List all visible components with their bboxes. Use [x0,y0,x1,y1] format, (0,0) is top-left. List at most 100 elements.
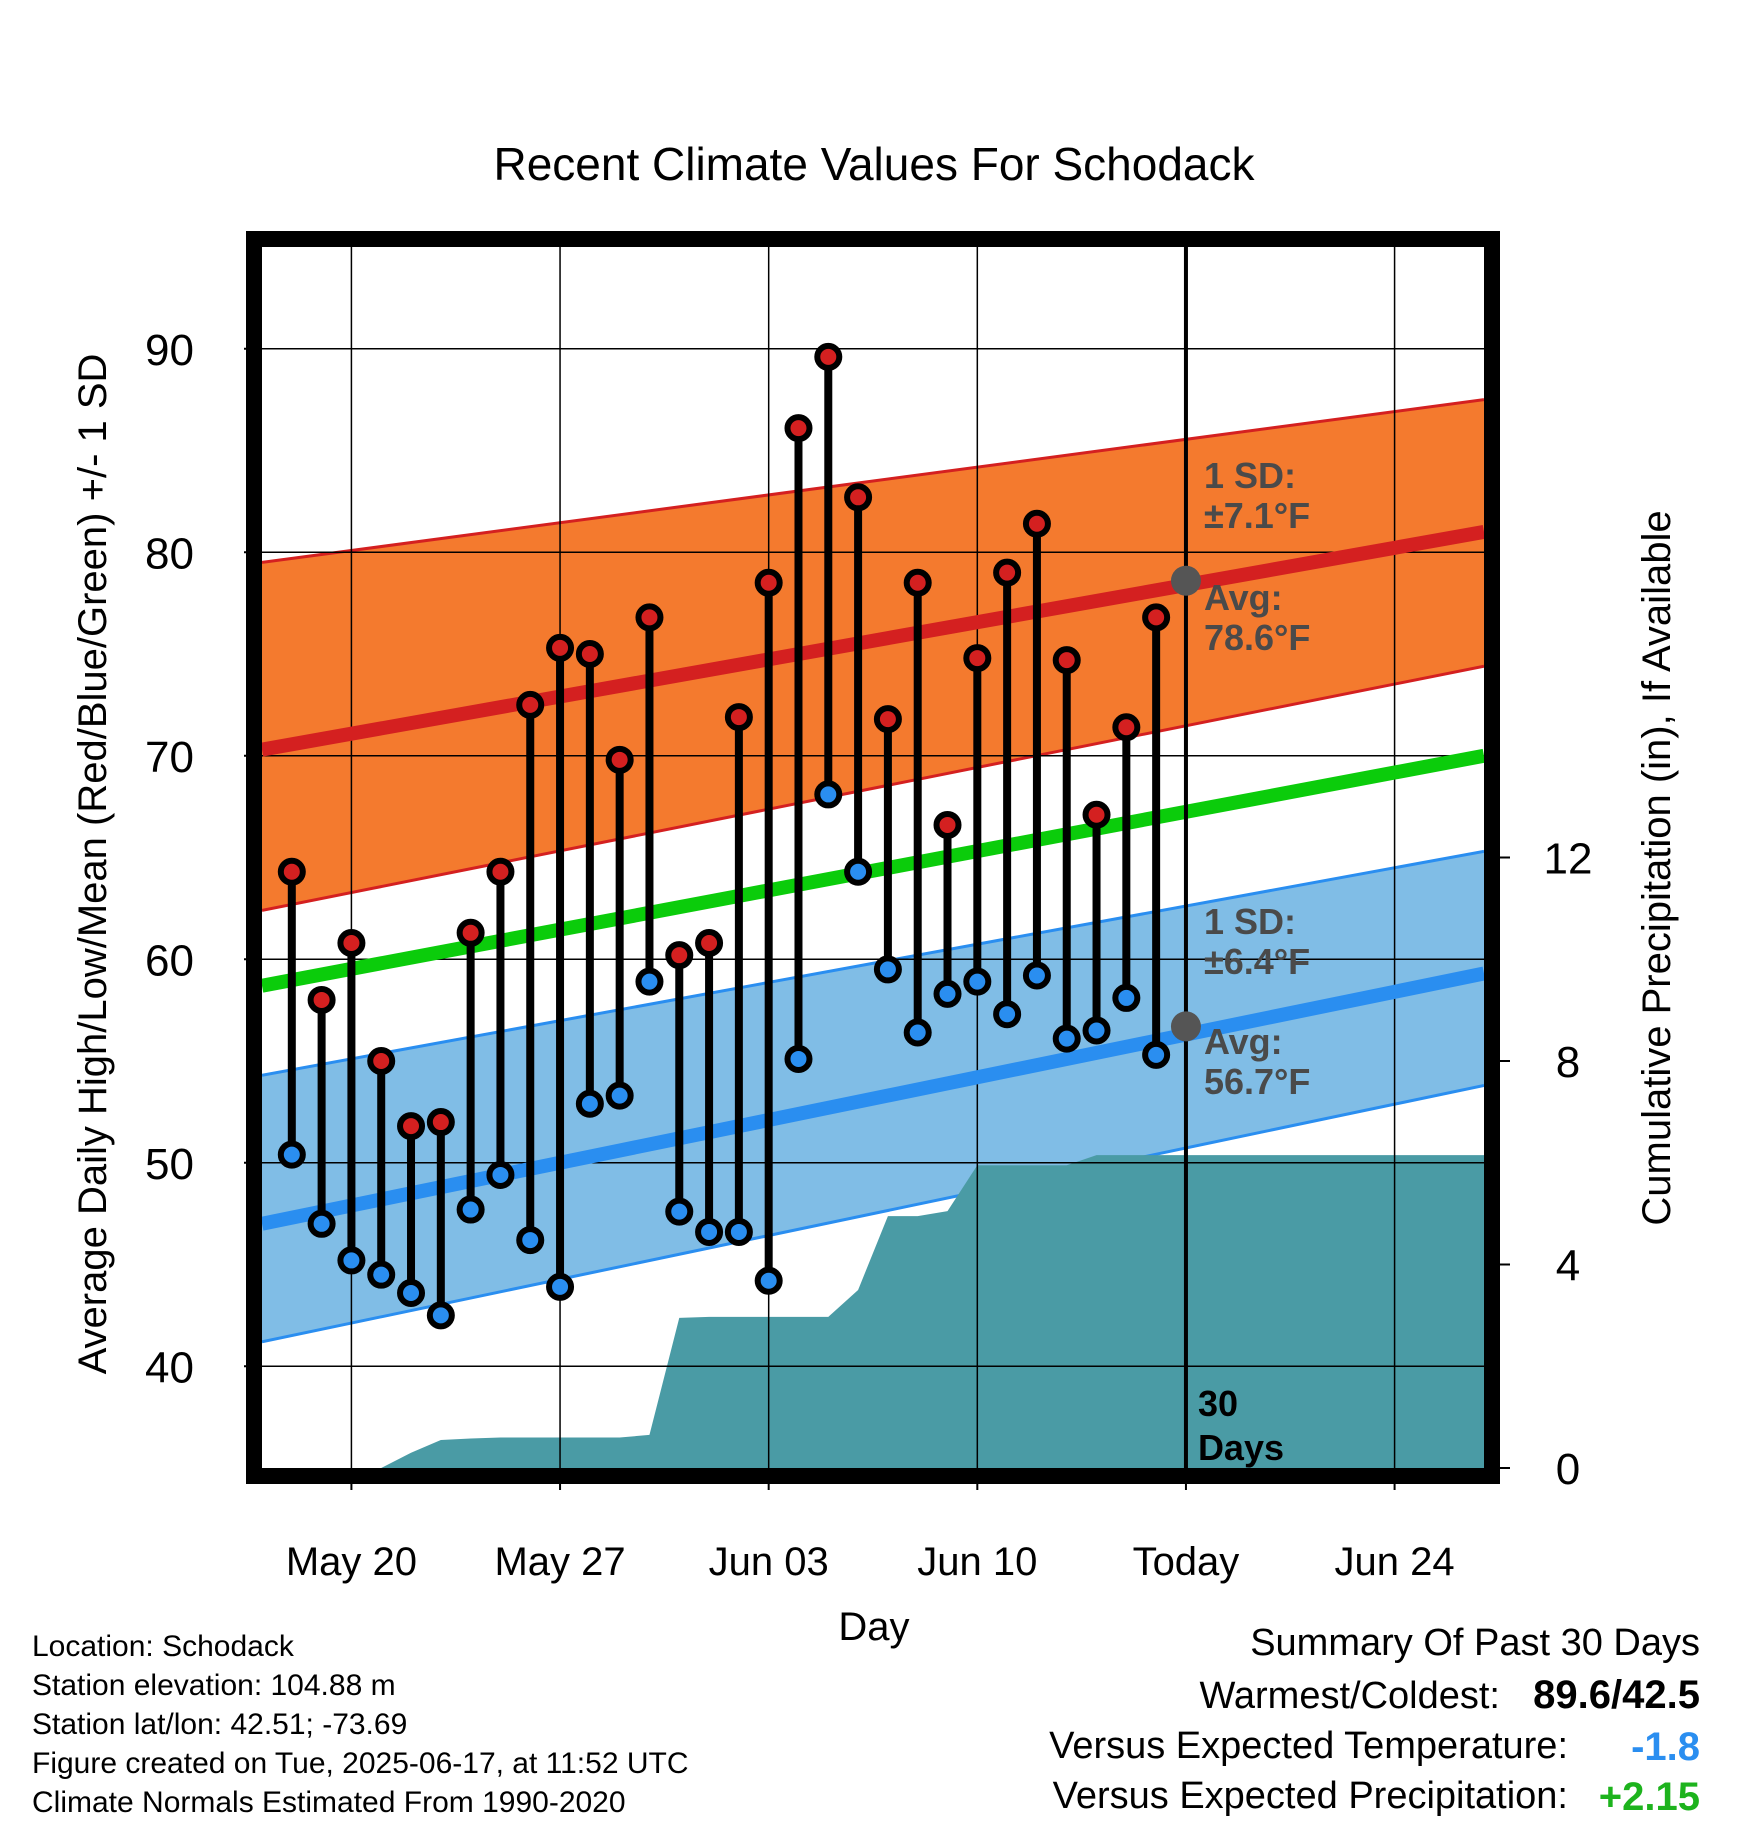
today-low-avg-marker [1170,1011,1201,1042]
y-tick-label: 90 [145,326,194,375]
x-axis-label: Day [838,1605,909,1649]
high-point [754,568,783,597]
high-point [665,941,694,970]
precip-area [262,1155,1484,1468]
low-sd-label: 1 SD: [1204,901,1296,942]
x-tick-label: Jun 03 [709,1540,829,1584]
precip-value: +2.15 [1599,1775,1700,1819]
high-point [844,483,873,512]
low-point [456,1195,485,1224]
temp-label: Versus Expected Temperature: [1049,1725,1568,1767]
high-avg-label: Avg: [1204,577,1283,618]
high-point [456,918,485,947]
low-point [486,1160,515,1189]
low-avg-value: 56.7°F [1204,1061,1310,1102]
high-point [605,745,634,774]
x-tick-label: Jun 24 [1335,1540,1455,1584]
days-count-word: Days [1198,1427,1284,1468]
low-point [873,955,902,984]
low-point [1052,1024,1081,1053]
low-point [1112,983,1141,1012]
high-point [1052,646,1081,675]
low-point [605,1081,634,1110]
y2-tick-label: 8 [1556,1038,1580,1087]
low-point [575,1089,604,1118]
low-point [754,1266,783,1295]
low-point [963,967,992,996]
high-point [933,810,962,839]
low-point [724,1217,753,1246]
low-upper-line [262,849,1484,1077]
high-point [307,985,336,1014]
low-point [665,1197,694,1226]
low-point [635,967,664,996]
low-point [844,857,873,886]
x-tick-label: May 20 [286,1540,417,1584]
high-point [695,928,724,957]
high-point [993,558,1022,587]
high-point [814,342,843,371]
low-point [903,1018,932,1047]
high-point [426,1108,455,1137]
y2-axis-label: Cumulative Precipitation (in), If Availa… [1635,510,1679,1225]
y-tick-label: 50 [145,1140,194,1189]
plot-content [262,247,1484,1468]
warm-cold-label: Warmest/Coldest: [1199,1675,1500,1717]
high-point [546,633,575,662]
low-point [933,979,962,1008]
created-text: Figure created on Tue, 2025-06-17, at 11… [32,1747,689,1780]
low-point [784,1044,813,1073]
high-point [724,703,753,732]
low-sd-value: ±6.4°F [1204,941,1310,982]
y2-tick-label: 4 [1556,1242,1580,1291]
high-point [963,644,992,673]
precip-label: Versus Expected Precipitation: [1053,1775,1568,1817]
y-axis-label: Average Daily High/Low/Mean (Red/Blue/Gr… [71,354,115,1375]
low-point [277,1140,306,1169]
latlon-text: Station lat/lon: 42.51; -73.69 [32,1708,407,1741]
high-sd-band [262,399,1484,911]
high-point [337,928,366,957]
high-point [903,568,932,597]
low-lower-line [262,1083,1484,1344]
summary-title: Summary Of Past 30 Days [1250,1622,1700,1664]
low-point [1022,961,1051,990]
low-point [695,1217,724,1246]
mean-avg-line [262,748,1484,993]
low-point [993,1000,1022,1029]
temp-value: -1.8 [1631,1725,1700,1769]
y-tick-label: 70 [145,733,194,782]
high-point [1112,713,1141,742]
high-point [575,640,604,668]
low-point [1082,1016,1111,1045]
low-point [337,1246,366,1275]
high-point [397,1112,426,1141]
high-point [1022,509,1051,538]
high-upper-line [262,398,1484,564]
high-avg-value: 78.6°F [1204,617,1310,658]
high-sd-value: ±7.1°F [1204,495,1310,536]
high-avg-line [262,525,1484,757]
low-avg-label: Avg: [1204,1021,1283,1062]
high-point [486,857,515,886]
warm-cold-value: 89.6/42.5 [1533,1673,1700,1717]
x-tick-label: Jun 10 [917,1540,1037,1584]
high-point [1142,603,1171,632]
location-text: Location: Schodack [32,1630,295,1663]
y-tick-label: 80 [145,529,194,578]
elevation-text: Station elevation: 104.88 m [32,1669,396,1702]
low-point [397,1278,426,1307]
high-point [516,690,545,719]
low-avg-line [262,966,1484,1231]
low-point [516,1226,545,1255]
today-high-avg-marker [1170,565,1201,596]
low-point [307,1209,336,1238]
low-point [426,1301,455,1330]
station-info: Location: Schodack Station elevation: 10… [32,1630,689,1819]
high-sd-label: 1 SD: [1204,455,1296,496]
high-point [635,603,664,632]
low-point [1142,1040,1171,1069]
high-point [784,414,813,443]
